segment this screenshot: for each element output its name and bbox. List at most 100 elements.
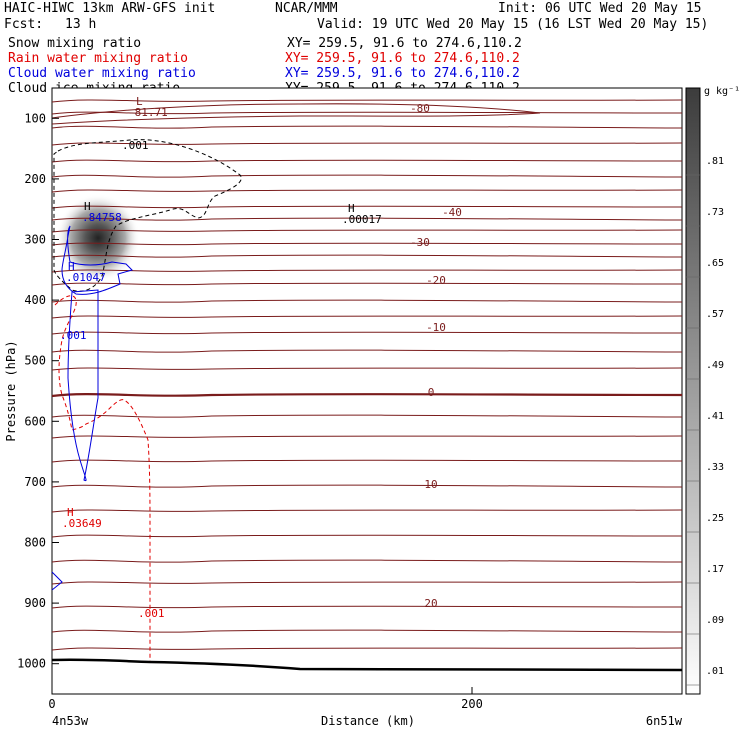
x-tick-label: 0: [48, 697, 55, 711]
terrain-line: [51, 658, 683, 672]
y-axis-title: Pressure (hPa): [4, 340, 18, 441]
isotherm-line: [51, 159, 683, 163]
init-time: Init: 06 UTC Wed 20 May 15: [498, 1, 702, 16]
cloud-water-contour-lower: [67, 289, 99, 482]
colorbar-level-label: .81: [706, 156, 724, 167]
isotherm-label-m40: -40: [442, 206, 462, 219]
cloud-water-xy: XY= 259.5, 91.6 to 274.6,110.2: [285, 66, 520, 81]
y-axis: 100 200 300 400 500 600 700 800 900 1000: [17, 111, 59, 671]
cloud-water-high2-value: .01047: [66, 271, 106, 284]
colorbar-level-label: .57: [706, 309, 724, 320]
cloud-water-label: Cloud water mixing ratio: [8, 66, 196, 81]
snow-xy: XY= 259.5, 91.6 to 274.6,110.2: [287, 36, 522, 51]
rain-high-value: .03649: [62, 517, 102, 530]
snow-contour: [53, 139, 242, 292]
isotherm-line: [51, 269, 683, 273]
isotherm-line: [51, 229, 683, 233]
isotherm-line: [51, 629, 683, 633]
x-axis: 0 200: [48, 687, 483, 711]
isotherm-line: [51, 315, 683, 319]
colorbar-unit: g kg⁻¹: [704, 86, 740, 97]
cloud-ice-maximum-shading: [56, 194, 140, 282]
isotherm-line: [51, 484, 683, 488]
low-temp-marker: L: [136, 95, 143, 108]
y-tick-label: 500: [24, 354, 46, 368]
y-tick-label: 900: [24, 596, 46, 610]
isotherm-line: [51, 581, 683, 585]
org-label: NCAR/MMM: [275, 1, 338, 16]
colorbar-level-label: .17: [706, 564, 724, 575]
cloud-water-high-value: .84758: [82, 211, 122, 224]
colorbar-level-label: .49: [706, 360, 724, 371]
colorbar-level-label: .41: [706, 411, 724, 422]
rain-high-marker: H: [67, 506, 74, 519]
cloud-water-contour-label: .001: [60, 329, 87, 342]
y-tick-label: 800: [24, 536, 46, 550]
cloud-water-high-marker: H: [84, 200, 91, 213]
isotherm-line: [51, 435, 683, 439]
isotherm-line: [51, 647, 683, 651]
fcst-value: 13 h: [65, 17, 97, 32]
isotherm-line: [51, 393, 683, 398]
colorbar: [685, 87, 701, 695]
isotherm-line: [51, 189, 683, 193]
isotherm-label-m10: -10: [426, 321, 446, 334]
isotherm-line: [51, 254, 683, 258]
colorbar-levels: .01 .09 .17 .25 .33 .41 .49 .57 .65 .73 .81: [686, 156, 724, 686]
rain-label: Rain water mixing ratio: [8, 51, 189, 66]
model-title: HAIC-HIWC 13km ARW-GFS init: [4, 1, 216, 16]
plot-frame: [51, 87, 683, 695]
isotherm-line: [51, 125, 683, 129]
isotherm-line: [51, 142, 683, 146]
isotherm-line: [51, 349, 683, 353]
snow-high-marker: H: [348, 202, 355, 215]
x-left-end-label: 4n53w: [52, 714, 89, 728]
isotherm-line: [51, 367, 683, 371]
y-tick-label: 300: [24, 233, 46, 247]
snow-contour-label: .001: [122, 139, 149, 152]
low-temp-value: -81.71: [128, 106, 168, 119]
isotherm-line: [51, 299, 683, 303]
y-tick-label: 1000: [17, 657, 46, 671]
y-tick-label: 100: [24, 111, 46, 125]
colorbar-level-label: .09: [706, 615, 724, 626]
isotherm-line: [51, 605, 683, 609]
isotherm-line: [51, 99, 683, 103]
isotherm-line: [51, 103, 541, 125]
colorbar-level-label: .33: [706, 462, 724, 473]
x-axis-title: Distance (km): [321, 714, 415, 728]
x-tick-label: 200: [461, 697, 483, 711]
isotherm-line: [51, 459, 683, 463]
cloud-water-contour-upper: [61, 225, 133, 295]
isotherm-line: [51, 414, 683, 418]
y-tick-label: 400: [24, 293, 46, 307]
isotherm-line: [51, 559, 683, 563]
isotherm-line: [51, 111, 683, 115]
isotherm-line: [51, 174, 683, 178]
snow-label: Snow mixing ratio: [8, 36, 142, 51]
rain-contour-label: .001: [138, 607, 165, 620]
valid-time: Valid: 19 UTC Wed 20 May 15 (16 LST Wed …: [317, 17, 709, 32]
cloud-water-high2-marker: H: [68, 260, 75, 273]
isotherm-line: [51, 282, 683, 286]
cloud-water-contour-edge: [51, 571, 63, 591]
colorbar-level-label: .65: [706, 258, 724, 269]
fcst-label: Fcst:: [4, 17, 44, 32]
rain-xy: XY= 259.5, 91.6 to 274.6,110.2: [285, 51, 520, 66]
isotherm-label-m30: -30: [410, 236, 430, 249]
isotherm-line: [51, 205, 683, 209]
isotherm-label-0: 0: [428, 386, 435, 399]
isotherm-label-m20: -20: [426, 274, 446, 287]
x-right-end-label: 6n51w: [646, 714, 683, 728]
isotherm-label-20: 20: [424, 597, 437, 610]
isotherm-label-m80: -80: [410, 102, 430, 115]
y-tick-label: 600: [24, 414, 46, 428]
colorbar-level-label: .01: [706, 666, 724, 677]
isotherm-line: [51, 534, 683, 538]
y-tick-label: 700: [24, 475, 46, 489]
isotherm-line: [51, 242, 683, 246]
isotherm-line: [51, 217, 683, 221]
isotherm-line: [51, 509, 683, 513]
colorbar-level-label: .25: [706, 513, 724, 524]
